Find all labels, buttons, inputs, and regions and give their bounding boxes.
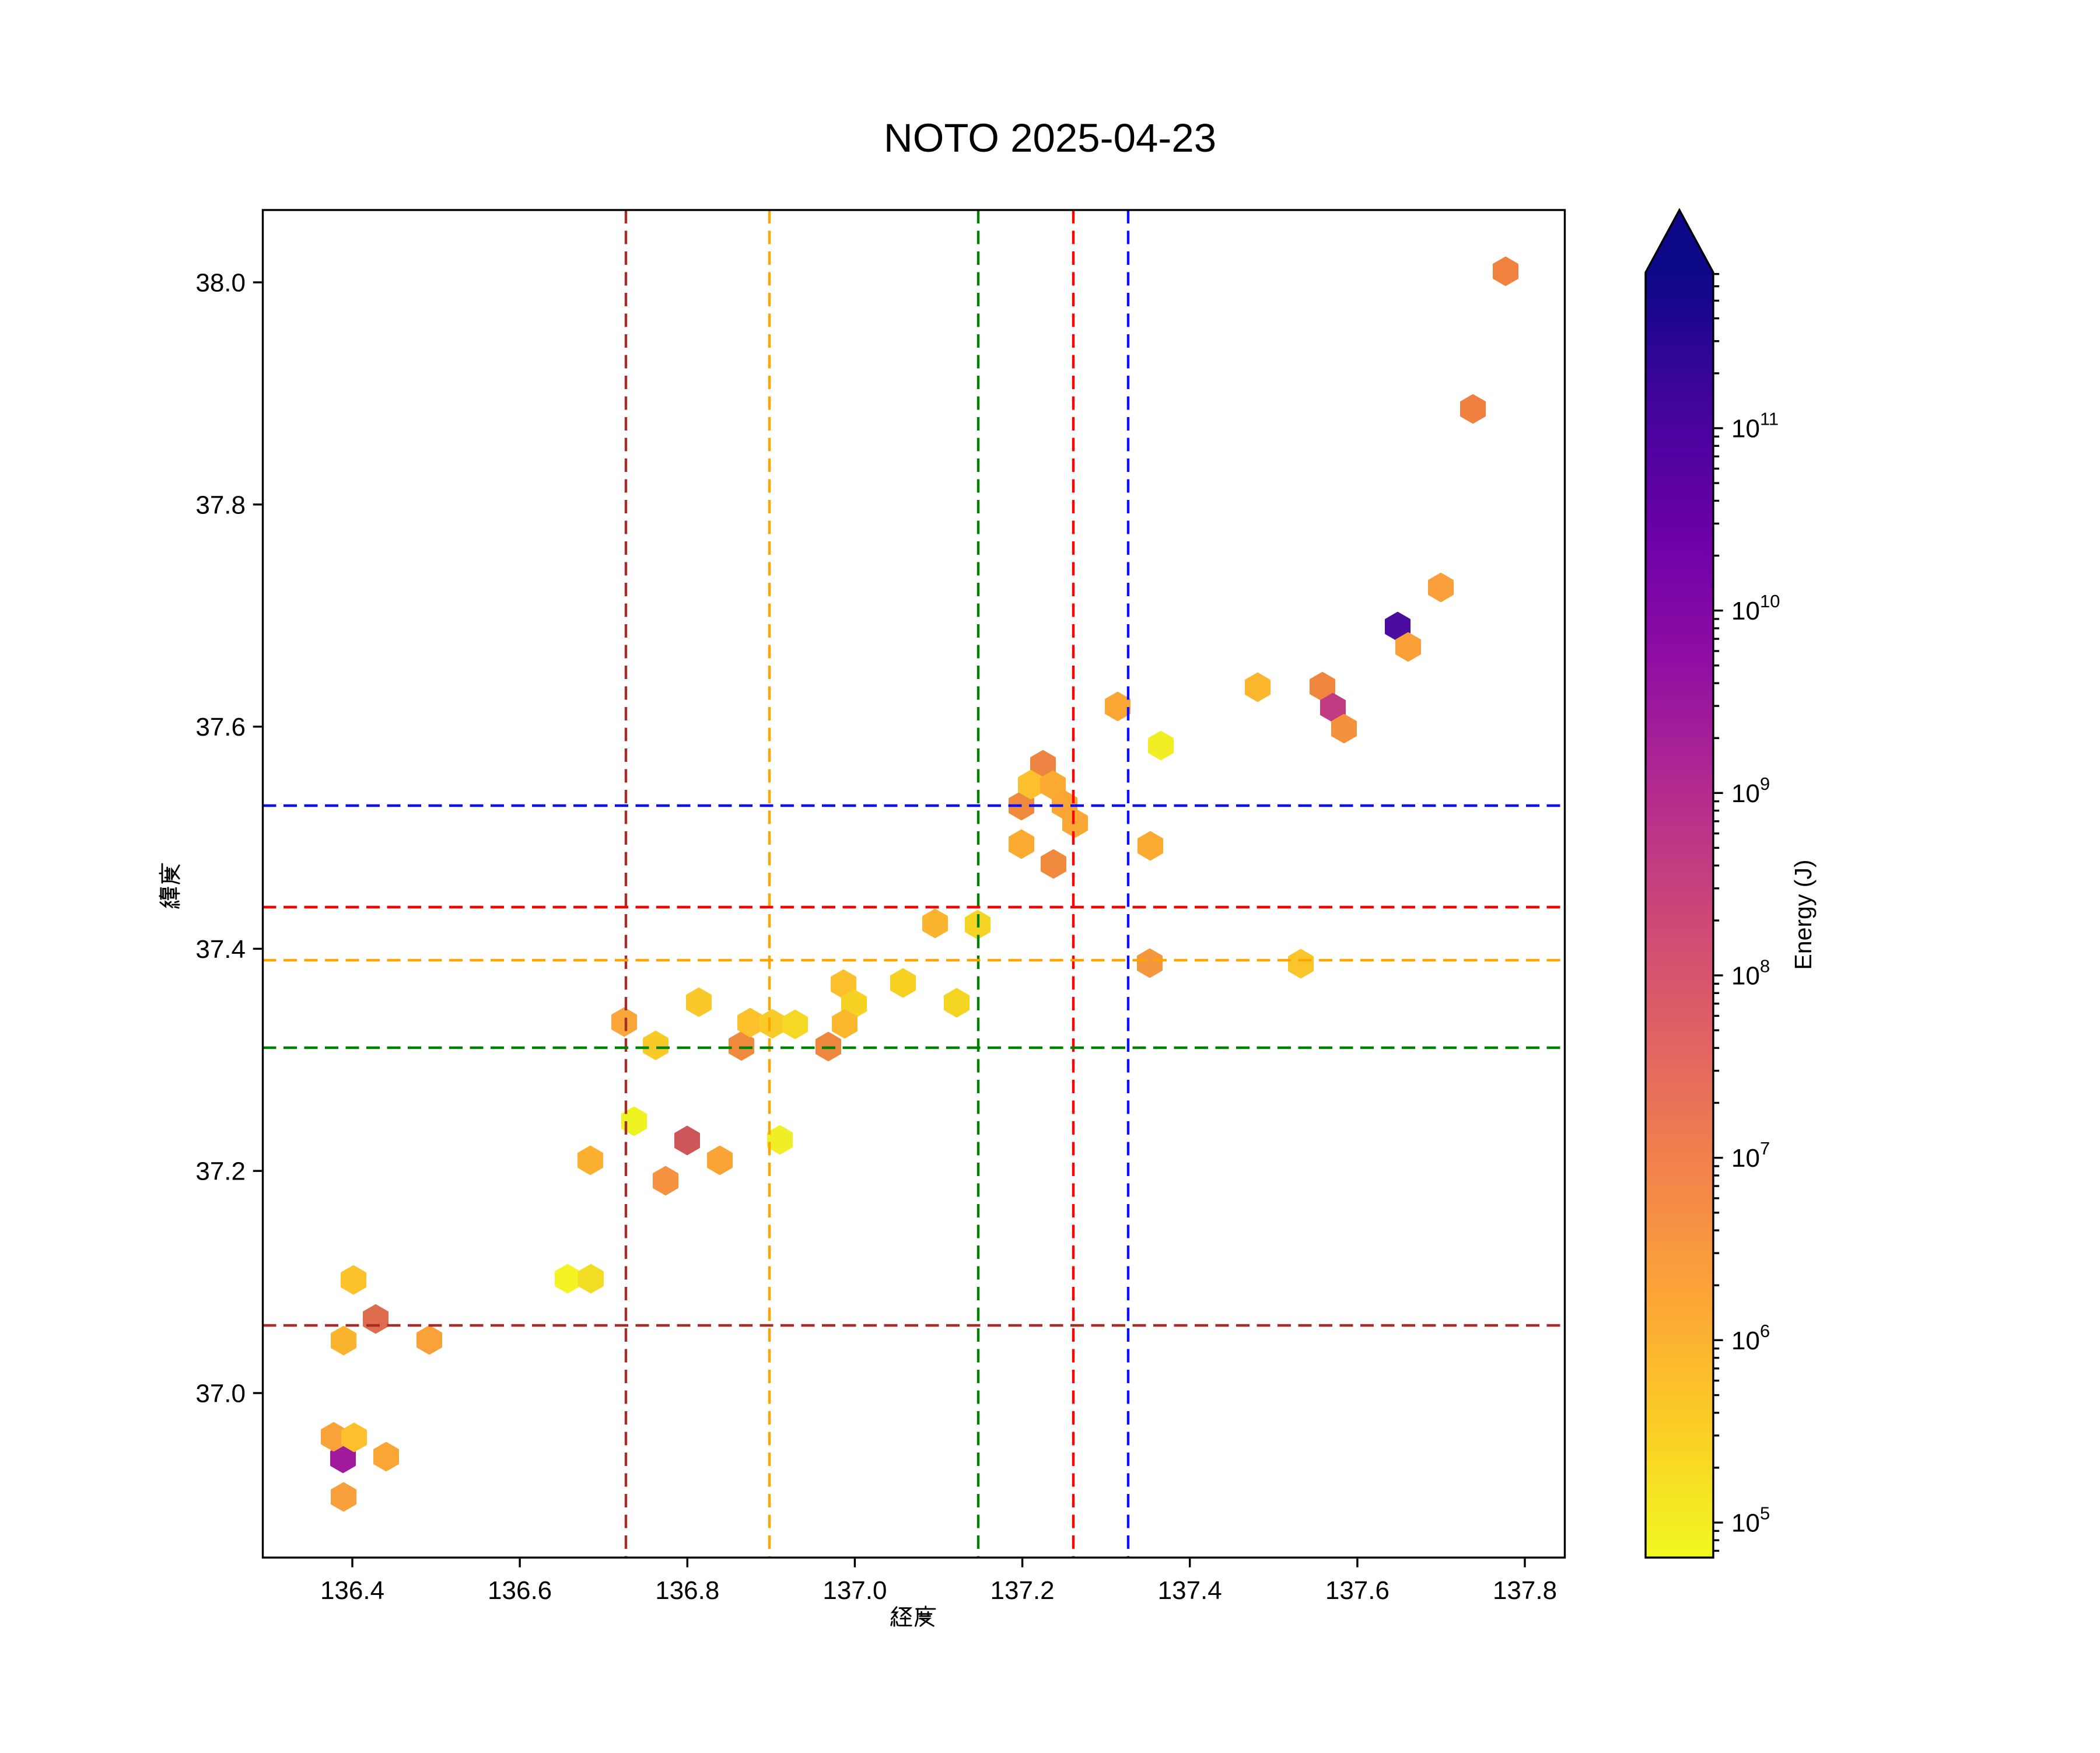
svg-text:137.6: 137.6	[1325, 1576, 1390, 1605]
svg-text:37.8: 37.8	[195, 491, 246, 519]
svg-text:1010: 1010	[1731, 591, 1780, 625]
svg-text:37.4: 37.4	[195, 935, 246, 964]
svg-text:37.0: 37.0	[195, 1380, 246, 1408]
svg-text:109: 109	[1731, 774, 1770, 808]
svg-text:136.8: 136.8	[655, 1576, 719, 1605]
svg-text:137.0: 137.0	[822, 1576, 887, 1605]
svg-text:136.4: 136.4	[320, 1576, 384, 1605]
svg-text:38.0: 38.0	[195, 269, 246, 298]
svg-text:136.6: 136.6	[488, 1576, 552, 1605]
svg-text:137.8: 137.8	[1493, 1576, 1557, 1605]
svg-text:1011: 1011	[1731, 409, 1779, 443]
svg-text:NOTO 2025-04-23: NOTO 2025-04-23	[884, 116, 1216, 160]
svg-text:37.2: 37.2	[195, 1157, 246, 1186]
svg-text:137.2: 137.2	[991, 1576, 1055, 1605]
svg-text:137.4: 137.4	[1158, 1576, 1222, 1605]
svg-text:37.6: 37.6	[195, 713, 246, 741]
svg-text:Energy (J): Energy (J)	[1790, 859, 1817, 970]
